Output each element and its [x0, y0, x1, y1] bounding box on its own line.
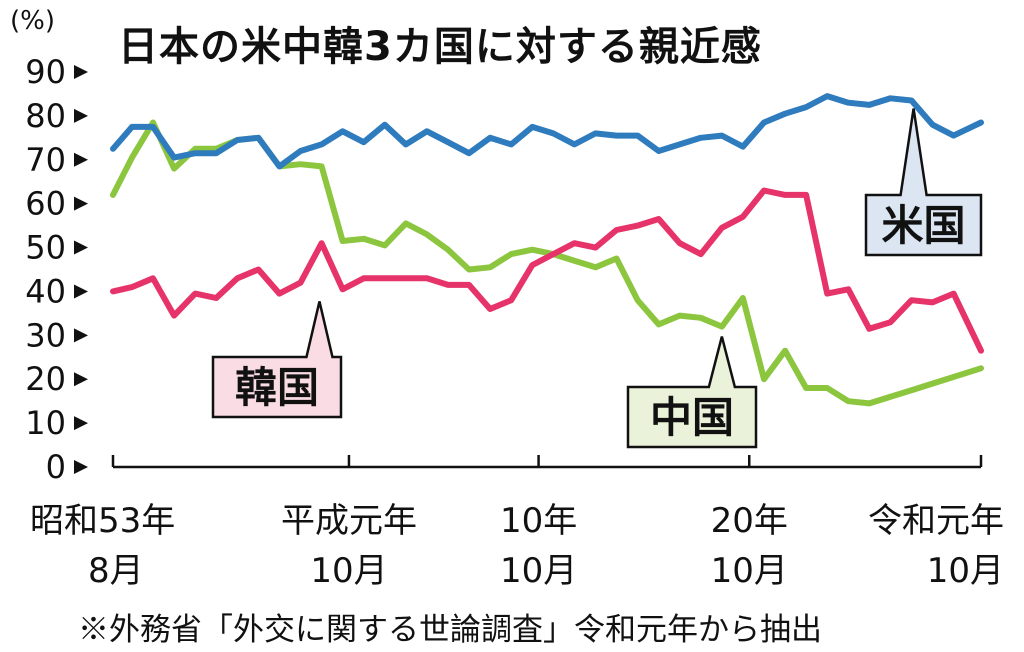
series-label-米国: 米国: [864, 108, 983, 257]
series-line-韓国: [110, 187, 984, 354]
y-tick-marker: [74, 108, 88, 123]
y-tick-marker: [74, 65, 88, 79]
series-line-米国: [110, 93, 984, 170]
y-tick-marker: [74, 284, 88, 299]
y-tick-marker: [74, 460, 88, 474]
x-tick-label: 10月: [500, 551, 577, 591]
legend-label: 韓国: [235, 363, 319, 412]
y-tick-marker: [74, 372, 88, 387]
series-label-韓国: 韓国: [211, 301, 343, 419]
x-tick-label: 令和元年: [868, 501, 1004, 541]
y-tick-label: 10: [25, 404, 66, 442]
y-tick-label: 0: [46, 448, 66, 486]
chart-title: 日本の米中韓3カ国に対する親近感: [118, 24, 762, 70]
y-tick-label: 60: [25, 185, 66, 223]
y-tick-label: 80: [25, 97, 66, 135]
x-tick-label: 20年: [711, 501, 788, 541]
x-tick-label: 10月: [711, 551, 788, 591]
x-tick-label: 10年: [500, 501, 577, 541]
y-tick-label: 20: [25, 360, 66, 398]
series-label-中国: 中国: [626, 336, 758, 449]
y-tick-label: 90: [25, 53, 66, 91]
x-tick-label: 10月: [927, 551, 1004, 591]
y-tick-label: 50: [25, 229, 66, 267]
label-box: [626, 336, 758, 449]
y-tick-marker: [74, 152, 88, 167]
label-box: [864, 108, 983, 257]
x-tick-label: 10月: [310, 551, 387, 591]
y-axis-unit-label: (%): [10, 6, 55, 36]
legend-label: 中国: [650, 393, 734, 442]
x-tick-label: 平成元年: [281, 501, 417, 541]
y-tick-marker: [74, 240, 88, 255]
label-box: [211, 301, 343, 419]
source-note: ※外務省「外交に関する世論調査」令和元年から抽出: [78, 612, 822, 648]
y-tick-marker: [74, 328, 88, 343]
x-tick-label: 昭和53年: [30, 501, 175, 541]
y-tick-label: 40: [25, 272, 66, 310]
y-tick-marker: [74, 416, 88, 431]
legend-label: 米国: [881, 201, 965, 250]
x-tick-label: 8月: [88, 551, 144, 591]
y-tick-label: 30: [25, 316, 66, 354]
y-tick-label: 70: [25, 141, 66, 179]
y-tick-marker: [74, 196, 88, 211]
